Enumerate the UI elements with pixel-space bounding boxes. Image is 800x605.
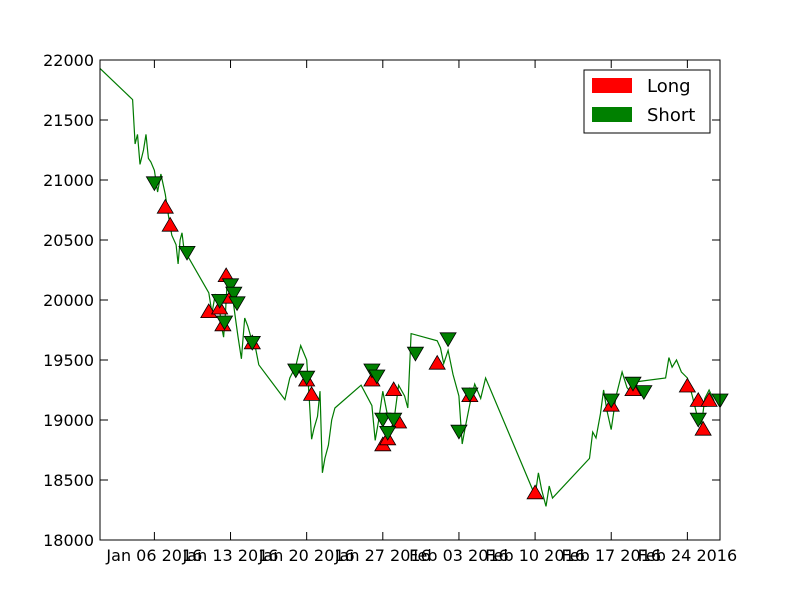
legend-label-long: Long: [647, 76, 691, 97]
short-signal-marker: [384, 412, 403, 428]
y-tick-label: 21500: [43, 111, 94, 130]
short-signal-marker: [215, 315, 234, 331]
short-signal-marker: [287, 363, 305, 379]
y-tick-label: 21000: [43, 171, 94, 190]
y-tick-label: 18500: [43, 471, 94, 490]
short-signal-marker: [624, 376, 642, 392]
long-signal-marker: [694, 420, 712, 436]
price-line-group: [99, 67, 715, 507]
long-signal-marker: [526, 484, 544, 500]
x-tick-label: Feb 24 2016: [638, 546, 738, 565]
signal-markers-group: [145, 176, 729, 500]
legend-label-short: Short: [647, 105, 695, 126]
long-signal-marker: [700, 392, 718, 407]
long-signal-marker: [302, 386, 321, 401]
legend-swatch-long: [592, 78, 632, 93]
legend: Long Short: [583, 69, 711, 134]
short-signal-marker: [145, 176, 164, 192]
short-signal-marker: [439, 332, 457, 348]
price-series-line: [99, 67, 715, 507]
long-signal-marker: [689, 392, 707, 407]
y-tick-label: 18000: [43, 531, 94, 550]
x-tick-label: Feb 10 2016: [485, 546, 585, 565]
short-signal-marker: [368, 369, 386, 385]
short-signal-marker: [602, 393, 620, 409]
y-tick-label: 19000: [43, 411, 94, 430]
x-tick-label: Feb 17 2016: [561, 546, 661, 565]
short-signal-marker: [178, 245, 196, 261]
y-axis: 18000 18500 19000 19500 20000 20500 21000 21500…: [43, 51, 720, 550]
x-tick-label: Jan 13 2016: [182, 546, 279, 565]
short-signal-marker: [635, 385, 653, 400]
y-tick-label: 20000: [43, 291, 94, 310]
short-signal-marker: [374, 412, 392, 428]
x-tick-label: Feb 03 2016: [409, 546, 509, 565]
x-tick-label: Jan 06 2016: [105, 546, 202, 565]
long-signal-marker: [384, 381, 403, 397]
y-tick-label: 20500: [43, 231, 94, 250]
short-signal-marker: [243, 335, 261, 351]
short-signal-marker: [450, 424, 468, 440]
short-signal-marker: [297, 370, 316, 386]
long-signal-marker: [161, 216, 179, 232]
y-tick-label: 19500: [43, 351, 94, 370]
long-signal-marker: [428, 354, 446, 370]
x-tick-label: Jan 27 2016: [334, 546, 431, 565]
long-signal-marker: [678, 377, 697, 393]
long-signal-marker: [156, 198, 174, 214]
short-signal-marker: [379, 425, 397, 441]
short-signal-marker: [228, 296, 246, 312]
legend-swatch-short: [592, 107, 632, 122]
short-signal-marker: [221, 278, 240, 294]
x-tick-label: Jan 20 2016: [258, 546, 355, 565]
short-signal-marker: [210, 293, 229, 309]
short-signal-marker: [225, 286, 243, 302]
short-signal-marker: [461, 387, 479, 403]
y-tick-label: 22000: [43, 51, 94, 70]
short-signal-marker: [406, 346, 425, 362]
short-signal-marker: [689, 412, 707, 428]
